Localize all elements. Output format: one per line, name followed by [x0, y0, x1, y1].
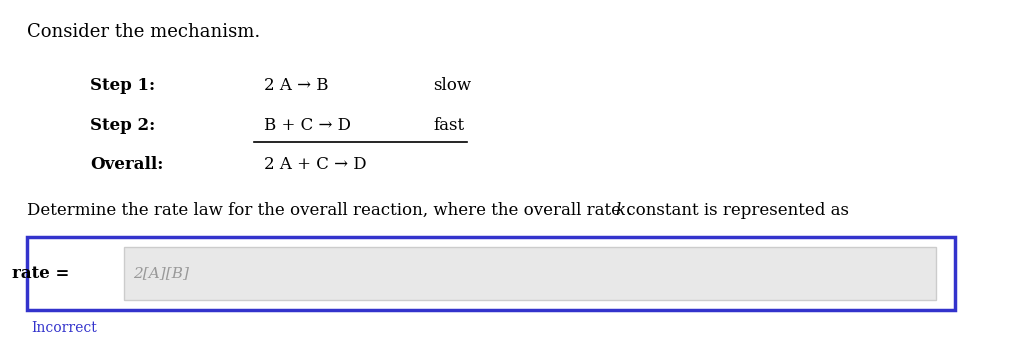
FancyBboxPatch shape	[27, 237, 955, 310]
Text: 2 A + C → D: 2 A + C → D	[264, 156, 367, 173]
Text: 2 A → B: 2 A → B	[264, 77, 329, 94]
Text: rate =: rate =	[12, 265, 75, 282]
Text: .: .	[627, 203, 632, 219]
Text: fast: fast	[433, 117, 464, 134]
Text: k: k	[615, 203, 626, 219]
Text: B + C → D: B + C → D	[264, 117, 351, 134]
Text: Consider the mechanism.: Consider the mechanism.	[27, 23, 260, 41]
Text: Overall:: Overall:	[90, 156, 163, 173]
FancyBboxPatch shape	[124, 247, 936, 300]
Text: slow: slow	[433, 77, 471, 94]
Text: Incorrect: Incorrect	[32, 321, 97, 335]
Text: Step 2:: Step 2:	[90, 117, 155, 134]
Text: Step 1:: Step 1:	[90, 77, 155, 94]
Text: Determine the rate law for the overall reaction, where the overall rate constant: Determine the rate law for the overall r…	[27, 203, 854, 219]
Text: 2[A][B]: 2[A][B]	[133, 267, 189, 280]
